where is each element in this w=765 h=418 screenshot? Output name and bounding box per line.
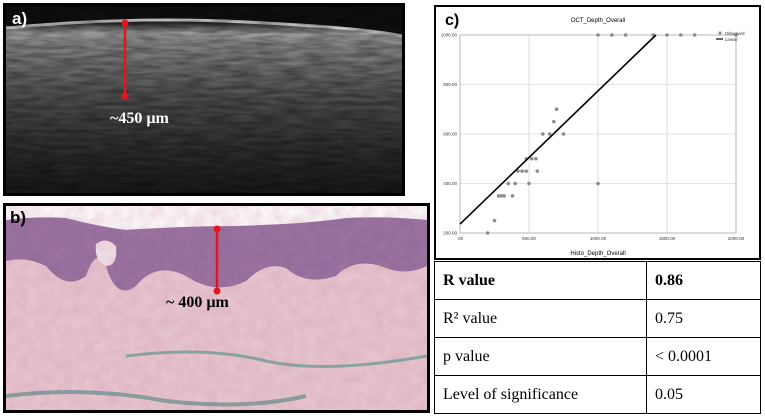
legend-linear-label: Linear — [725, 37, 738, 42]
data-point — [535, 169, 540, 173]
data-point — [496, 194, 501, 198]
panel-b-letter: b) — [10, 208, 27, 227]
observed-points — [485, 33, 738, 235]
data-point — [554, 107, 559, 112]
histology-image-panel: b) ~ 400 µm — [3, 203, 430, 413]
scatter-chart: 200.00 400.00 600.00 800.00 1000.00 .00 500.00… — [441, 18, 745, 257]
y-tick-label: 1000.00 — [441, 33, 458, 38]
data-point — [492, 218, 497, 223]
data-point — [610, 33, 614, 37]
data-point — [510, 194, 515, 198]
data-point — [734, 33, 738, 37]
data-point — [513, 181, 517, 186]
table-row: R² value 0.75 — [434, 299, 761, 338]
scatter-chart-panel: 200.00 400.00 600.00 800.00 1000.00 .00 500.00… — [434, 5, 761, 260]
y-tick-label: 200.00 — [443, 231, 457, 236]
legend-observed-label: Observed — [725, 31, 745, 36]
data-point — [679, 33, 683, 37]
x-tick-label: 500.00 — [522, 236, 536, 241]
data-point — [524, 169, 529, 173]
data-point — [596, 33, 600, 37]
data-point — [547, 132, 552, 136]
table-row: Level of significance 0.05 — [434, 375, 761, 414]
chart-legend: Observed Linear — [716, 31, 745, 42]
y-tick-label: 600.00 — [443, 132, 457, 137]
chart-xlabel: Histo_Depth_Overall — [570, 251, 625, 257]
r-value: 0.86 — [646, 261, 761, 300]
histology-image — [6, 206, 427, 410]
data-point — [527, 181, 531, 186]
data-point — [596, 181, 600, 186]
oct-image — [6, 6, 402, 193]
data-point — [502, 194, 506, 198]
significance-label: Level of significance — [434, 375, 647, 414]
linear-fit-line — [459, 34, 657, 225]
y-tick-label: 400.00 — [443, 181, 457, 186]
table-row: R value 0.86 — [434, 261, 761, 300]
chart-title: OCT_Depth_Overall — [571, 18, 625, 24]
data-point — [552, 119, 556, 124]
data-point — [541, 132, 545, 136]
panel-c-letter: c) — [445, 12, 460, 29]
oct-image-panel: a) ~450 µm — [3, 3, 405, 196]
chart-grid — [459, 34, 737, 234]
data-point — [520, 169, 524, 173]
p-value-label: p value — [434, 337, 647, 376]
data-point — [529, 156, 534, 161]
data-point — [534, 156, 538, 161]
x-tick-label: 1500.00 — [659, 236, 676, 241]
table-row: p value < 0.0001 — [434, 337, 761, 376]
data-point — [561, 132, 566, 136]
panel-a-letter: a) — [12, 9, 28, 28]
data-point — [665, 33, 669, 37]
p-value: < 0.0001 — [646, 337, 761, 376]
x-tick-label: .00 — [457, 236, 464, 241]
oct-depth-marker-bottom — [121, 92, 129, 100]
significance-value: 0.05 — [646, 375, 761, 414]
r-value-label: R value — [434, 261, 647, 300]
histo-depth-marker-bottom — [213, 287, 221, 295]
data-point — [623, 33, 628, 37]
r-squared-value: 0.75 — [646, 299, 761, 338]
histo-depth-label: ~ 400 µm — [166, 294, 229, 311]
r-squared-label: R² value — [434, 299, 647, 338]
oct-depth-label: ~450 µm — [110, 110, 169, 127]
histo-depth-marker-top — [213, 225, 221, 233]
statistics-table: R value 0.86 R² value 0.75 p value < 0.0… — [434, 261, 761, 414]
data-point — [516, 169, 520, 173]
data-point — [485, 231, 490, 235]
data-point — [692, 33, 697, 37]
x-tick-label: 1000.00 — [590, 236, 607, 241]
data-point — [506, 181, 511, 186]
data-point — [499, 194, 504, 198]
oct-depth-marker-top — [121, 19, 129, 27]
legend-observed-marker — [718, 31, 722, 35]
x-tick-label: 2000.00 — [728, 236, 745, 241]
y-tick-label: 800.00 — [443, 82, 457, 87]
